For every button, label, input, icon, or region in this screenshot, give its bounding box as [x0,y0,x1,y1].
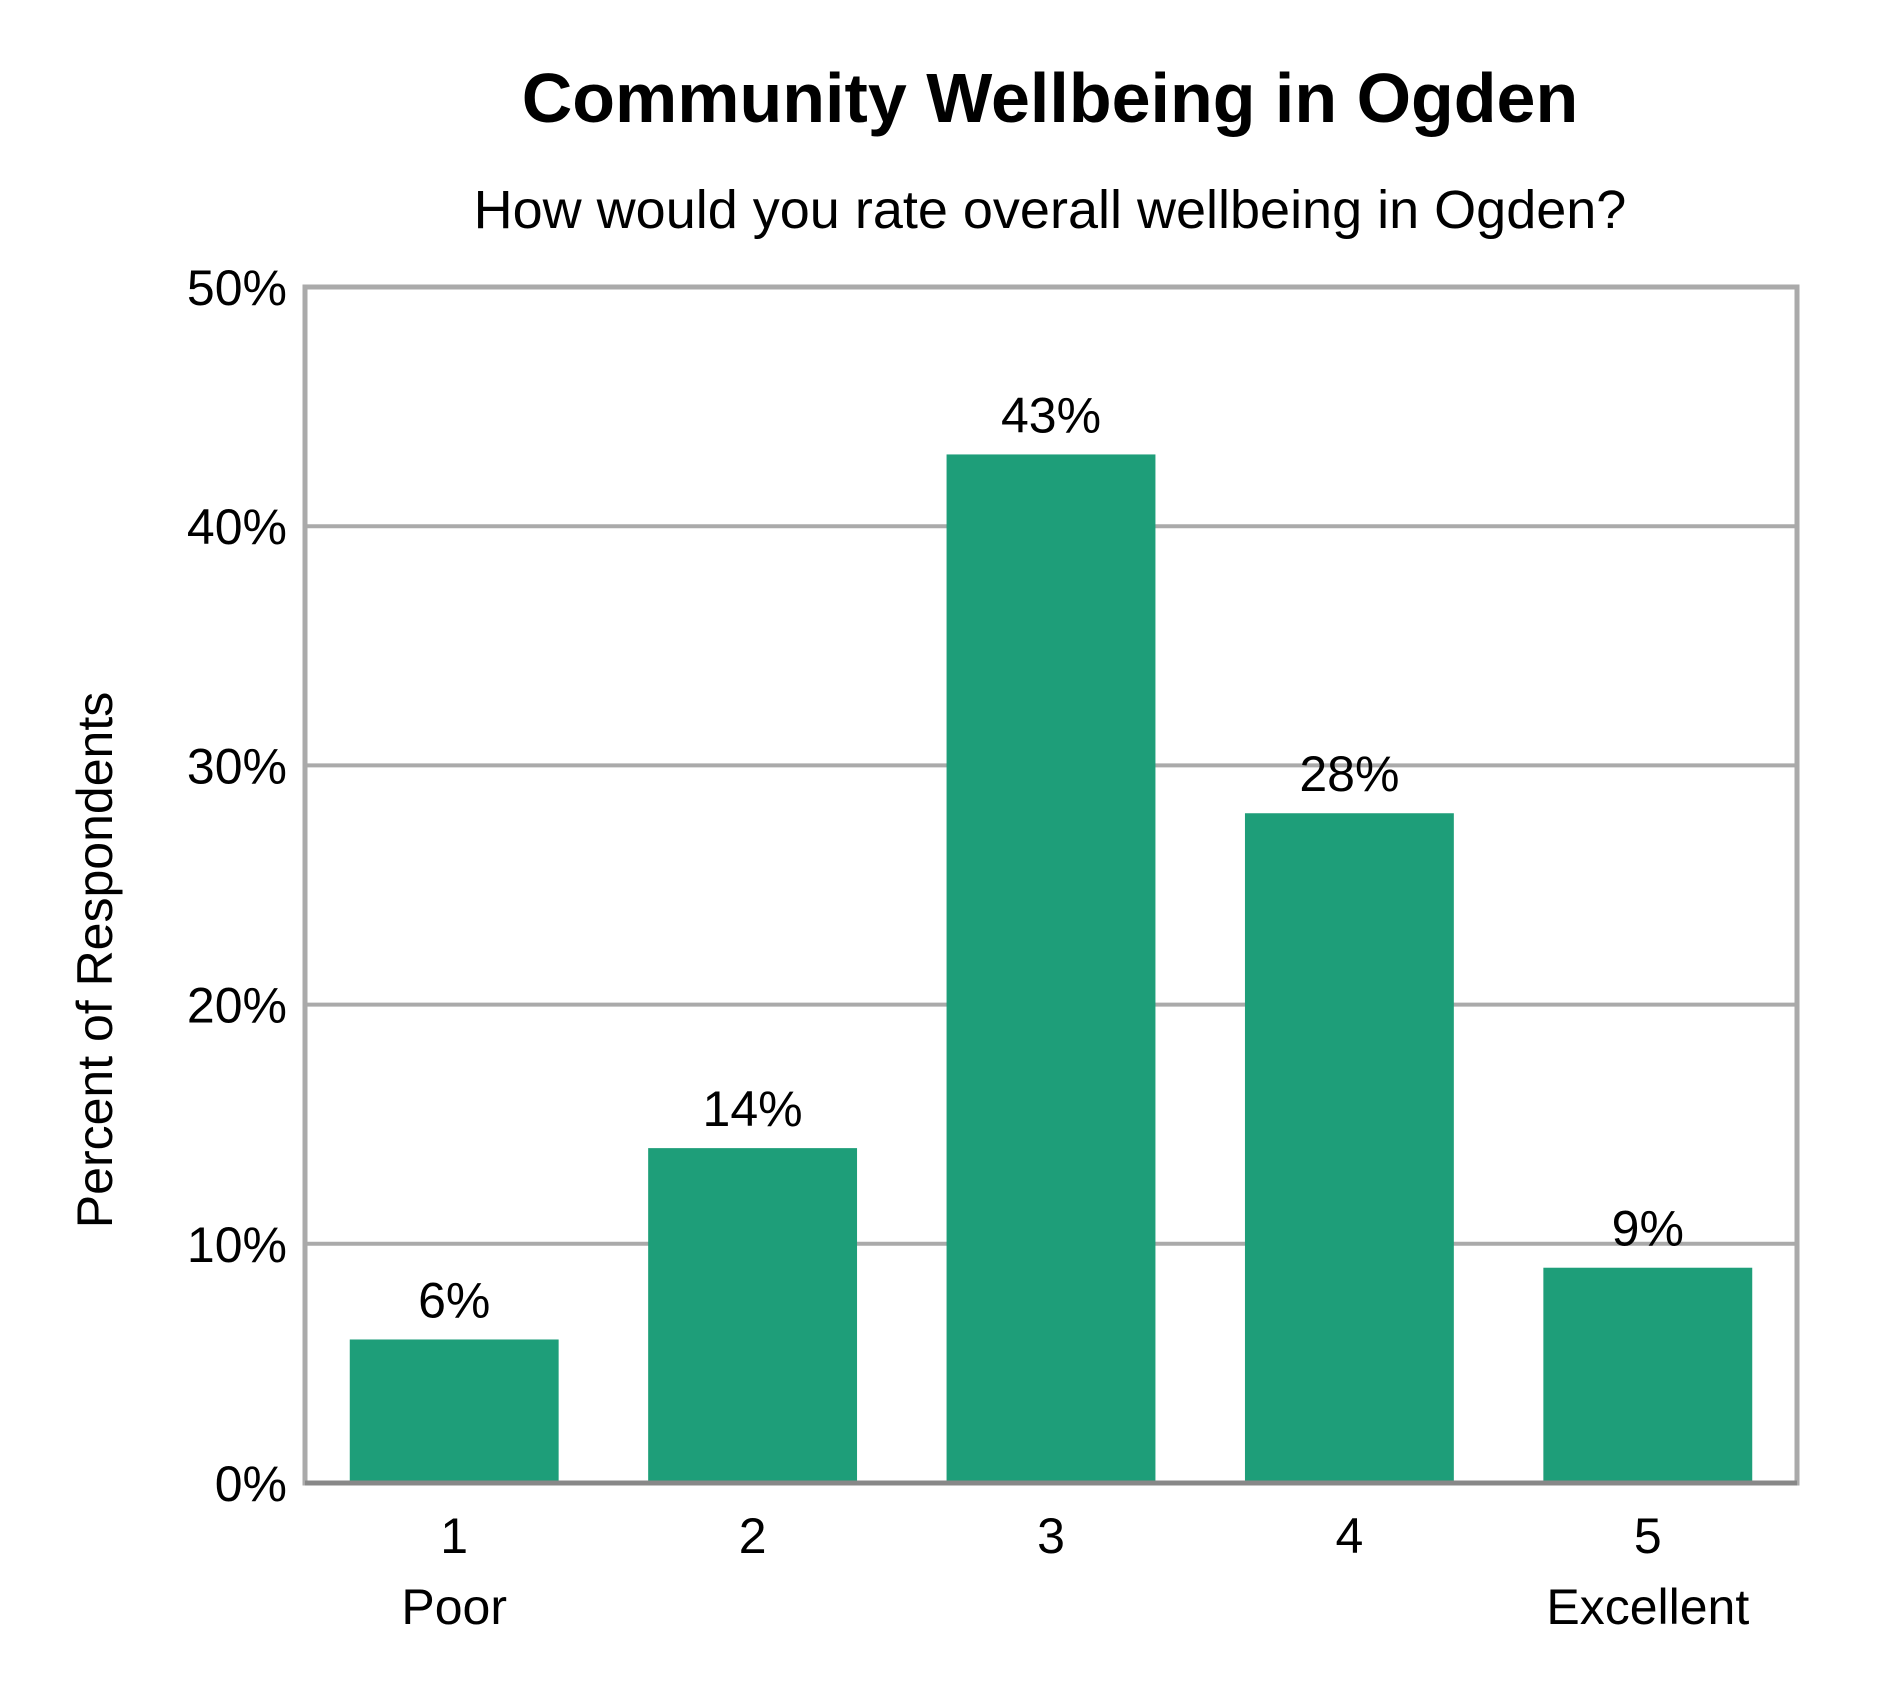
chart-title: Community Wellbeing in Ogden [522,59,1579,137]
x-tick-sublabel: Poor [401,1579,507,1635]
x-tick-label: 4 [1335,1508,1363,1564]
bar [1244,813,1454,1483]
y-axis-ticks: 0% 10% 20% 30% 40% 50% [187,260,287,1512]
bar [946,454,1156,1484]
bars [349,454,1753,1484]
bar [349,1339,559,1483]
y-tick-label: 50% [187,260,287,316]
bar [648,1148,858,1483]
y-tick-label: 10% [187,1217,287,1273]
x-tick-label: 3 [1037,1508,1065,1564]
data-label: 6% [418,1272,490,1328]
bar [1543,1267,1753,1483]
x-tick-label: 1 [440,1508,468,1564]
y-tick-label: 20% [187,978,287,1034]
data-label: 43% [1001,387,1101,443]
data-labels: 6% 14% 43% 28% 9% [418,387,1684,1328]
x-tick-label: 5 [1634,1508,1662,1564]
chart-subtitle: How would you rate overall wellbeing in … [474,180,1627,240]
data-label: 9% [1612,1201,1684,1257]
y-tick-label: 40% [187,499,287,555]
y-tick-label: 0% [215,1456,287,1512]
data-label: 28% [1299,746,1399,802]
y-axis-title: Percent of Respondents [67,692,123,1228]
x-tick-label: 2 [739,1508,767,1564]
data-label: 14% [703,1081,803,1137]
x-tick-sublabel: Excellent [1546,1579,1749,1635]
y-tick-label: 30% [187,738,287,794]
x-axis-ticks: 1 Poor 2 3 4 5 Excellent [401,1508,1749,1635]
